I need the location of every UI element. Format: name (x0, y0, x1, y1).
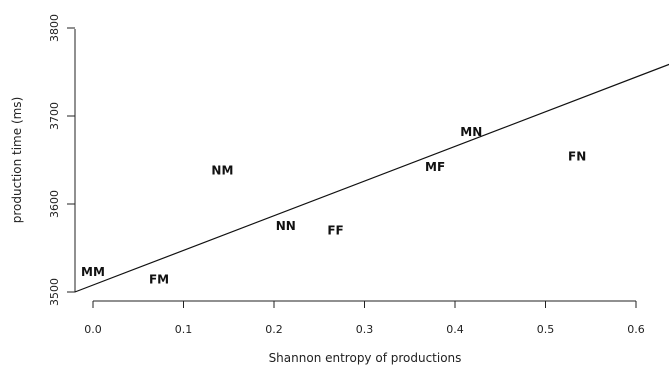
point-label-mm: MM (81, 265, 105, 279)
point-label-mn: MN (460, 125, 482, 139)
x-tick-label: 0.0 (84, 323, 102, 336)
y-axis-title: production time (ms) (10, 97, 24, 223)
x-tick-label: 0.4 (446, 323, 464, 336)
point-label-nm: NM (211, 164, 233, 178)
x-tick-label: 0.6 (627, 323, 645, 336)
point-label-ff: FF (327, 223, 343, 237)
y-tick-label: 3600 (48, 190, 61, 218)
point-label-mf: MF (425, 160, 445, 174)
x-tick-label: 0.3 (356, 323, 374, 336)
x-tick-label: 0.2 (265, 323, 283, 336)
y-tick-label: 3700 (48, 102, 61, 130)
x-axis-title: Shannon entropy of productions (269, 351, 462, 365)
y-tick-label: 3500 (48, 278, 61, 306)
y-ticks: 3500 3600 3700 3800 (48, 14, 75, 306)
point-label-fm: FM (149, 273, 169, 287)
regression-line (74, 63, 669, 293)
x-tick-label: 0.1 (175, 323, 193, 336)
y-tick-label: 3800 (48, 14, 61, 42)
corner-mark: A (655, 0, 662, 1)
point-label-fn: FN (568, 149, 586, 163)
point-label-nn: NN (276, 219, 296, 233)
fit-line-group (74, 63, 669, 293)
x-ticks: 0.0 0.1 0.2 0.3 0.4 0.5 0.6 (84, 301, 645, 336)
x-tick-label: 0.5 (537, 323, 555, 336)
point-labels: MM FM NM NN FF MF MN FN (81, 125, 586, 287)
